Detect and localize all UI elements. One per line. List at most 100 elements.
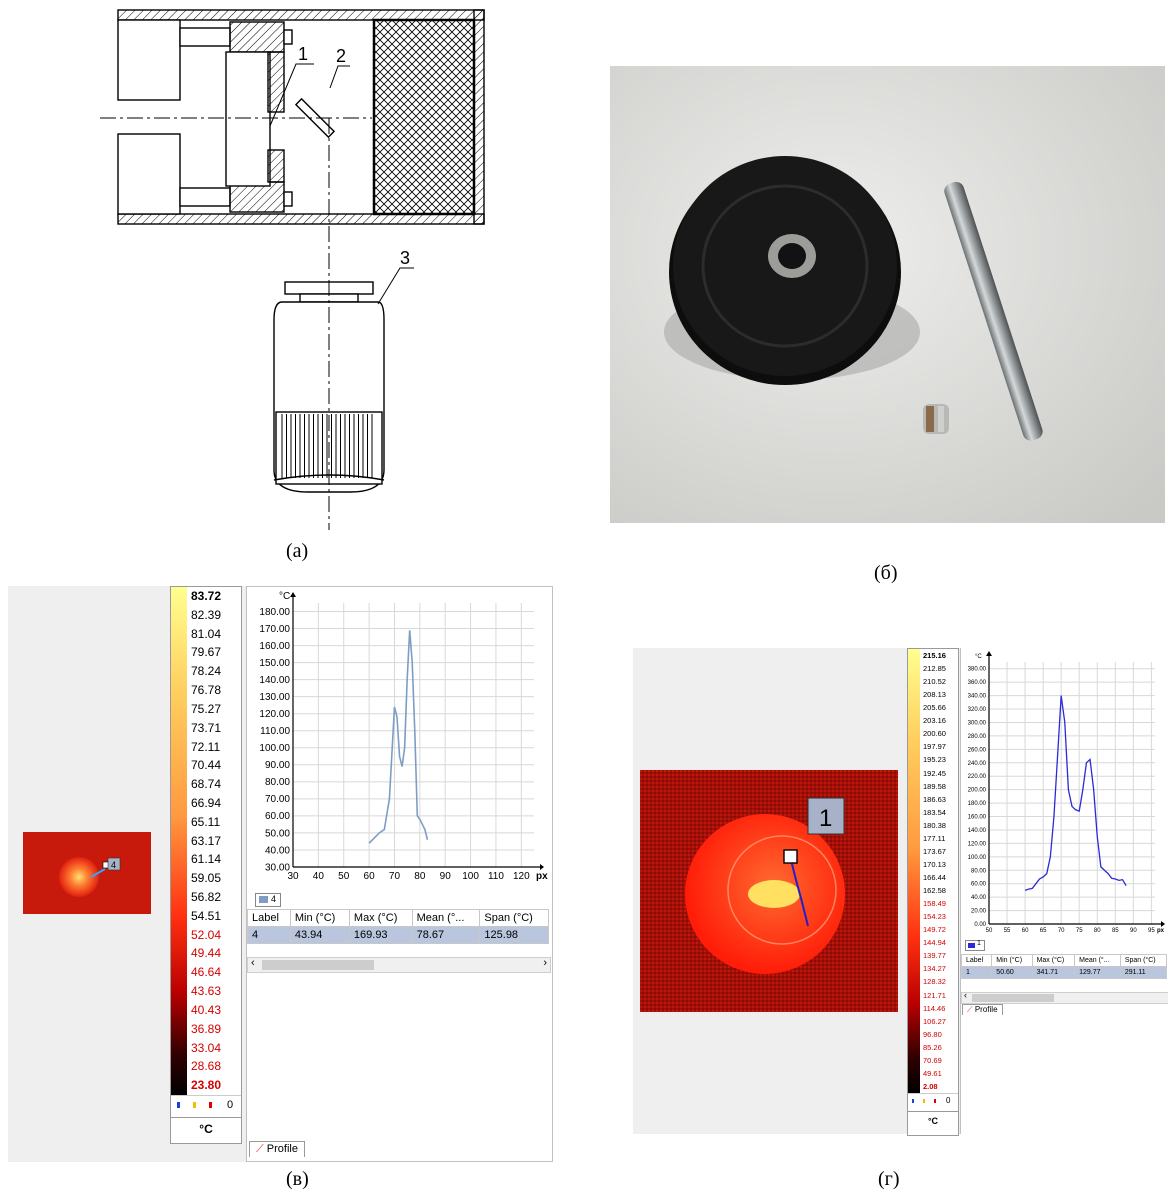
- scale-g-tick: 154.23: [923, 912, 946, 922]
- scroll-thumb-v[interactable]: [262, 960, 374, 970]
- legend-red-marker: [209, 1102, 212, 1108]
- y-tick-label: 40.00: [265, 845, 290, 856]
- cell-mean: 78.67: [411, 926, 481, 944]
- legend-chip-v[interactable]: 4: [255, 893, 281, 907]
- legend-chip-label-g: 1: [977, 940, 981, 947]
- scroll-left-arrow-v[interactable]: ‹: [251, 957, 255, 969]
- scale-v-tick: 36.89: [191, 1021, 222, 1036]
- scale-v-tick: 68.74: [191, 777, 222, 792]
- cell-label: 4: [247, 926, 291, 944]
- y-tick-label: 160.00: [259, 641, 290, 652]
- col-span-g[interactable]: Span (°C): [1119, 954, 1168, 967]
- y-tick-label: 320.00: [968, 707, 987, 713]
- caption-g: (г): [878, 1168, 900, 1190]
- scale-legend-v: 0: [171, 1095, 241, 1116]
- scroll-left-arrow-g[interactable]: ‹: [964, 990, 967, 1000]
- x-axis-arrow: [540, 864, 544, 870]
- scale-g-tick: 139.77: [923, 951, 946, 961]
- y-tick-label: 130.00: [259, 692, 290, 703]
- y-tick-label: 30.00: [265, 862, 290, 873]
- scale-v-tick: 43.63: [191, 984, 222, 999]
- scale-v-tick: 72.11: [191, 739, 221, 754]
- cell-mean-g: 129.77: [1074, 966, 1121, 979]
- scale-v-tick: 75.27: [191, 701, 222, 716]
- scale-v-tick: 83.72: [191, 589, 222, 603]
- y-tick-label: 340.00: [968, 694, 987, 700]
- scale-g-tick: 114.46: [923, 1003, 946, 1013]
- table-row[interactable]: 4 43.94 169.93 78.67 125.98: [247, 926, 549, 944]
- x-tick-label: 80: [414, 871, 426, 882]
- horizontal-scrollbar-v[interactable]: ‹ ›: [247, 957, 551, 973]
- x-tick-label: 30: [287, 871, 299, 882]
- cell-min: 43.94: [289, 926, 350, 944]
- scroll-right-arrow-v[interactable]: ›: [543, 957, 547, 969]
- col-label-g[interactable]: Label: [960, 954, 993, 967]
- x-tick-label: 55: [1004, 928, 1011, 934]
- legend-count-v: 0: [227, 1099, 234, 1111]
- col-min-g[interactable]: Min (°C): [991, 954, 1033, 967]
- profile-tab-label: Profile: [266, 1143, 298, 1155]
- scale-v-tick: 61.14: [191, 852, 222, 867]
- scale-g-tick: 195.23: [923, 755, 946, 765]
- legend-yellow-marker: [193, 1102, 196, 1108]
- y-axis-label: °C: [975, 654, 982, 660]
- y-tick-label: 110.00: [260, 726, 290, 737]
- scale-v-tick: 40.43: [191, 1002, 222, 1017]
- profile-tab-icon: ⟋: [256, 1143, 264, 1155]
- col-max[interactable]: Max (°C): [348, 909, 413, 927]
- thermal-image-g: 1: [640, 770, 898, 1012]
- scale-v-tick: 28.68: [191, 1059, 222, 1074]
- legend-chip-swatch-v: [259, 896, 268, 903]
- scroll-thumb-g[interactable]: [972, 994, 1054, 1002]
- col-max-g[interactable]: Max (°C): [1031, 954, 1076, 967]
- series-line: [368, 630, 429, 844]
- profile-window-v: 30 40 50 60 70 80 90 100 110 120 30.00 40.00 50.00 60…: [246, 586, 553, 1162]
- scale-g-tick: 121.71: [923, 990, 946, 1000]
- cell-span: 125.98: [479, 926, 549, 944]
- color-scale-g: 215.16 212.85 210.52 208.13 205.66 203.16 200.…: [907, 648, 959, 1136]
- col-mean[interactable]: Mean (°...: [411, 909, 481, 927]
- y-tick-label: 170.00: [259, 624, 290, 635]
- x-tick-label: 65: [1040, 928, 1047, 934]
- col-span[interactable]: Span (°C): [479, 909, 549, 927]
- y-tick-label: 20.00: [971, 909, 987, 915]
- scale-v-tick: 59.05: [191, 871, 222, 886]
- col-label[interactable]: Label: [247, 909, 291, 927]
- label-3: 3: [400, 248, 410, 268]
- x-axis-label: px: [1157, 928, 1165, 934]
- legend-blue-marker-g: [912, 1099, 914, 1103]
- scale-v-tick: 54.51: [191, 908, 222, 923]
- y-axis-arrow: [986, 651, 992, 656]
- cell-span-g: 291.11: [1119, 966, 1168, 979]
- legend-blue-marker: [177, 1102, 180, 1108]
- scale-g-tick: 134.27: [923, 964, 946, 974]
- scale-labels-v: 83.72 82.39 81.04 79.67 78.24 76.78 75.27 73.71…: [189, 587, 239, 1095]
- scale-v-tick: 56.82: [191, 890, 222, 905]
- scale-g-tick: 186.63: [923, 794, 946, 804]
- x-tick-label: 100: [462, 871, 479, 882]
- legend-chip-g[interactable]: 1: [965, 940, 985, 951]
- x-tick-label: 90: [1130, 928, 1137, 934]
- table-row[interactable]: 1 50.60 341.71 129.77 291.11: [960, 966, 1168, 979]
- series-line: [1024, 695, 1127, 892]
- x-tick-label: 60: [1022, 928, 1029, 934]
- tab-profile-g[interactable]: ⟋ Profile: [962, 1004, 1003, 1015]
- scale-g-tick: 96.80: [923, 1029, 942, 1039]
- scale-g-tick: 106.27: [923, 1016, 946, 1026]
- cell-label-g: 1: [960, 966, 993, 979]
- tab-profile-v[interactable]: ⟋ Profile: [249, 1141, 305, 1157]
- scale-g-tick: 197.97: [923, 742, 946, 752]
- y-tick-label: 220.00: [968, 774, 987, 780]
- thermal-panel-v: 4 83.72 82.39 81.04 79.67 78.24 76.78 75.27 73.…: [8, 586, 553, 1162]
- horizontal-scrollbar-g[interactable]: ‹: [961, 990, 1168, 1004]
- y-tick-label: 70.00: [265, 794, 290, 805]
- x-tick-label: 110: [488, 871, 504, 882]
- scale-v-tick: 81.04: [191, 626, 222, 641]
- col-mean-g[interactable]: Mean (°...: [1074, 954, 1121, 967]
- y-tick-label: 380.00: [968, 667, 987, 673]
- x-tick-label: 50: [338, 871, 350, 882]
- scale-v-tick: 78.24: [191, 664, 222, 679]
- col-min[interactable]: Min (°C): [289, 909, 350, 927]
- cell-min-g: 50.60: [991, 966, 1033, 979]
- profile-chart-v: 30 40 50 60 70 80 90 100 110 120 30.00 40.00 50.00 60…: [259, 591, 548, 882]
